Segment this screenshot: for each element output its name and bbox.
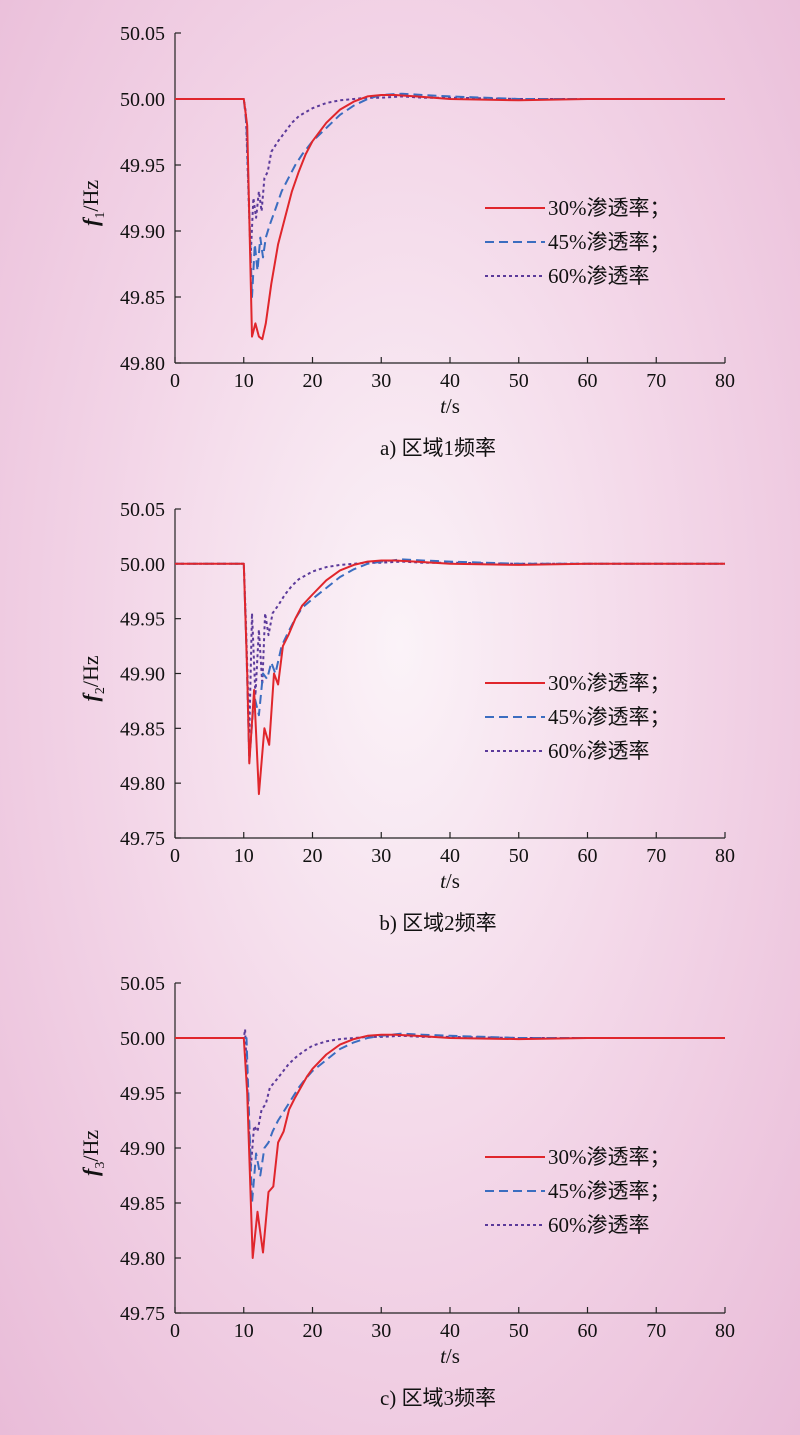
y-tick-label: 50.05 <box>120 499 165 521</box>
x-tick-label: 60 <box>578 1320 598 1342</box>
x-axis-label: t/s <box>440 394 460 418</box>
legend-label-1: 30%渗透率； <box>548 671 671 695</box>
x-tick-label: 0 <box>170 1320 180 1342</box>
x-tick-label: 70 <box>646 845 666 867</box>
y-tick-label: 49.75 <box>120 1303 165 1325</box>
y-tick-label: 49.95 <box>120 609 165 631</box>
x-tick-label: 10 <box>234 1320 254 1342</box>
series-line-2 <box>175 558 725 763</box>
x-tick-label: 0 <box>170 370 180 392</box>
x-axis-label-main: t <box>440 1344 447 1368</box>
y-tick-label: 49.85 <box>120 287 165 309</box>
chart-panel-3: 0 10 20 30 40 50 60 70 80 49.75 49.80 49.85 49.90 49.… <box>78 973 735 1410</box>
x-tick-label: 20 <box>303 845 323 867</box>
series-line-2 <box>175 1032 725 1204</box>
y-axis-label-unit: /Hz <box>78 1130 103 1162</box>
x-tick-label: 30 <box>371 370 391 392</box>
y-axis-label-main: f <box>78 1166 103 1176</box>
y-axis-label-sub: 1 <box>93 212 108 219</box>
x-axis-label-main: t <box>440 394 447 418</box>
y-tick-label: 50.00 <box>120 89 165 111</box>
legend-label-3: 60%渗透率 <box>548 1213 650 1237</box>
x-tick-label: 40 <box>440 845 460 867</box>
chart-panel-1: 0 10 20 30 40 50 60 70 80 49.80 49.85 49.90 49.95 50.… <box>78 23 735 460</box>
x-tick-label: 60 <box>578 370 598 392</box>
x-tick-label: 80 <box>715 845 735 867</box>
series-line-2 <box>175 92 725 298</box>
y-tick-label: 49.90 <box>120 664 165 686</box>
legend: 30%渗透率； 45%渗透率； 60%渗透率 <box>485 196 671 288</box>
x-axis-label-unit: /s <box>446 394 460 418</box>
y-tick-label: 49.90 <box>120 1138 165 1160</box>
x-tick-label: 50 <box>509 1320 529 1342</box>
y-tick-label: 49.85 <box>120 718 165 740</box>
y-tick-label: 49.90 <box>120 221 165 243</box>
y-axis-label-main: f <box>78 216 103 226</box>
y-axis-label: f3/Hz <box>78 1130 108 1176</box>
x-tick-label: 50 <box>509 845 529 867</box>
x-tick-label: 40 <box>440 1320 460 1342</box>
y-axis-label: f2/Hz <box>78 655 108 701</box>
y-tick-label: 50.05 <box>120 973 165 995</box>
y-tick-label: 50.00 <box>120 554 165 576</box>
x-tick-label: 0 <box>170 845 180 867</box>
x-tick-label: 60 <box>578 845 598 867</box>
y-tick-label: 49.75 <box>120 828 165 850</box>
series-line-3 <box>175 560 725 735</box>
y-axis-label-unit: /Hz <box>78 180 103 212</box>
y-tick-label: 50.05 <box>120 23 165 45</box>
series-line-1 <box>175 94 725 341</box>
y-tick-label: 49.95 <box>120 155 165 177</box>
y-tick-label: 49.85 <box>120 1193 165 1215</box>
y-axis-label-sub: 2 <box>93 687 108 694</box>
y-tick-label: 49.80 <box>120 773 165 795</box>
x-tick-label: 20 <box>303 370 323 392</box>
x-tick-label: 20 <box>303 1320 323 1342</box>
panel-caption: a) 区域1频率 <box>380 436 496 460</box>
panel-caption: c) 区域3频率 <box>380 1386 496 1410</box>
y-axis-label: f1/Hz <box>78 180 108 226</box>
legend: 30%渗透率； 45%渗透率； 60%渗透率 <box>485 671 671 763</box>
y-axis-label-main: f <box>78 692 103 702</box>
legend-label-2: 45%渗透率； <box>548 1179 671 1203</box>
y-tick-label: 49.80 <box>120 1248 165 1270</box>
legend-label-3: 60%渗透率 <box>548 739 650 763</box>
legend-label-1: 30%渗透率； <box>548 1145 671 1169</box>
panel-caption: b) 区域2频率 <box>379 911 496 935</box>
x-axis-label-unit: /s <box>446 1344 460 1368</box>
x-axis-label: t/s <box>440 869 460 893</box>
x-tick-label: 80 <box>715 1320 735 1342</box>
legend: 30%渗透率； 45%渗透率； 60%渗透率 <box>485 1145 671 1237</box>
legend-label-2: 45%渗透率； <box>548 705 671 729</box>
x-tick-label: 30 <box>371 1320 391 1342</box>
chart-panel-2: 0 10 20 30 40 50 60 70 80 49.75 49.80 49.85 49.90 49.… <box>78 499 735 935</box>
x-axis-label-main: t <box>440 869 447 893</box>
legend-label-3: 60%渗透率 <box>548 264 650 288</box>
x-tick-label: 70 <box>646 370 666 392</box>
x-tick-label: 70 <box>646 1320 666 1342</box>
x-tick-label: 30 <box>371 845 391 867</box>
y-axis-label-unit: /Hz <box>78 655 103 687</box>
y-tick-label: 50.00 <box>120 1028 165 1050</box>
x-tick-label: 10 <box>234 845 254 867</box>
series-line-1 <box>175 559 725 796</box>
series-line-1 <box>175 1033 725 1259</box>
x-tick-label: 80 <box>715 370 735 392</box>
legend-label-2: 45%渗透率； <box>548 230 671 254</box>
legend-label-1: 30%渗透率； <box>548 196 671 220</box>
y-tick-label: 49.95 <box>120 1083 165 1105</box>
x-tick-label: 10 <box>234 370 254 392</box>
x-axis-label: t/s <box>440 1344 460 1368</box>
y-tick-label: 49.80 <box>120 353 165 375</box>
y-axis-label-sub: 3 <box>93 1162 108 1169</box>
x-tick-label: 50 <box>509 370 529 392</box>
x-axis-label-unit: /s <box>446 869 460 893</box>
x-tick-label: 40 <box>440 370 460 392</box>
